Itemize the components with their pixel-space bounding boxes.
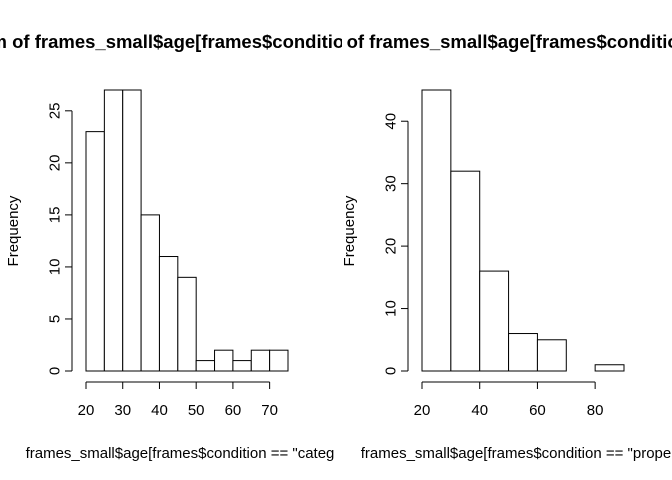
y-tick-label: 25 <box>47 102 64 119</box>
y-tick-label: 15 <box>47 207 64 224</box>
histogram-bar <box>450 170 481 372</box>
y-tick-label: 30 <box>383 175 400 192</box>
histogram-bar <box>594 364 625 372</box>
chart-title: Histogram of frames_small$age[frames$con… <box>0 31 445 52</box>
histogram-bar <box>536 339 567 372</box>
y-axis-label: Frequency <box>341 195 358 266</box>
histogram-bar <box>122 89 142 372</box>
x-tick-label: 60 <box>225 402 242 419</box>
x-tick-label: 70 <box>261 402 278 419</box>
x-axis-label: frames_small$age[frames$condition == "ca… <box>26 445 335 462</box>
x-tick-label: 80 <box>587 402 604 419</box>
histogram-bar <box>508 333 538 372</box>
y-tick-label: 20 <box>47 155 64 172</box>
histogram-bar <box>269 349 289 372</box>
y-tick-label: 0 <box>383 367 400 375</box>
x-tick-label: 50 <box>188 402 205 419</box>
x-axis-label: frames_small$age[frames$condition == "pr… <box>361 445 672 462</box>
histogram-bar <box>85 131 105 372</box>
histogram-panel-right: Histogram of frames_small$age[frames$con… <box>250 31 672 462</box>
histogram-bar <box>140 214 160 372</box>
histogram-bar <box>479 270 510 372</box>
y-tick-label: 10 <box>47 259 64 276</box>
x-tick-label: 30 <box>114 402 131 419</box>
histogram-panel-left: Histogram of frames_small$age[frames$con… <box>0 31 445 462</box>
y-axis-label: Frequency <box>5 195 22 266</box>
histogram-bar <box>214 349 234 372</box>
histogram-bar <box>250 349 271 372</box>
y-tick-label: 40 <box>383 113 400 130</box>
x-tick-label: 20 <box>414 402 431 419</box>
y-tick-label: 20 <box>383 238 400 255</box>
histogram-bar <box>421 89 452 372</box>
x-tick-label: 20 <box>78 402 95 419</box>
chart-title: Histogram of frames_small$age[frames$con… <box>250 31 672 52</box>
y-tick-label: 0 <box>47 367 64 375</box>
histogram-bar <box>232 360 252 372</box>
y-tick-label: 10 <box>383 300 400 317</box>
x-tick-label: 40 <box>151 402 168 419</box>
y-tick-label: 5 <box>47 315 64 323</box>
histogram-bar <box>177 276 197 372</box>
x-tick-label: 60 <box>529 402 546 419</box>
x-tick-label: 40 <box>471 402 488 419</box>
histogram-bar <box>103 89 124 372</box>
histogram-bar <box>195 360 216 372</box>
histogram-bar <box>158 256 179 372</box>
